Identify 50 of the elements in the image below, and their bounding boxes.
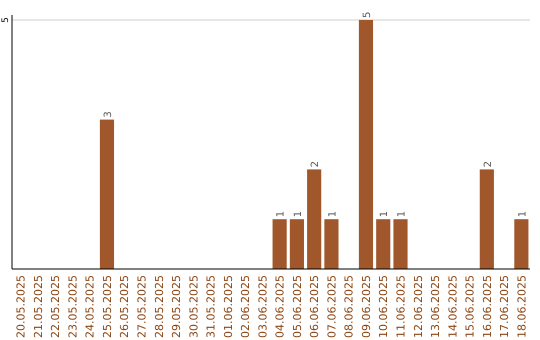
x-tick-label: 04.06.2025 [274,275,287,338]
bar [514,219,528,269]
x-tick-label: 31.05.2025 [204,275,218,338]
bar [272,219,287,269]
data-label: 5 [362,12,373,18]
data-label: 2 [482,161,494,168]
x-tick-label: 20.05.2025 [14,275,28,338]
x-tick-label: 11.06.2025 [394,275,408,338]
data-label: 1 [396,210,408,218]
x-tick-label: 24.05.2025 [84,275,97,338]
x-tick-label: 21.05.2025 [32,275,45,338]
x-tick-label: 03.06.2025 [256,275,270,338]
x-tick-label: 08.06.2025 [342,275,356,338]
x-tick-label: 07.06.2025 [325,275,338,338]
data-label: 1 [327,210,338,218]
data-label: 1 [379,210,390,218]
x-tick-label: 16.06.2025 [480,275,494,338]
x-tick-label: 27.05.2025 [136,275,148,338]
x-tick-label: 30.05.2025 [187,275,200,338]
bar [100,120,114,269]
data-label: 1 [517,210,528,218]
x-tick-label: 18.06.2025 [515,275,528,338]
bar [324,219,339,269]
x-tick-label: 22.05.2025 [49,275,62,338]
x-tick-label: 23.05.2025 [66,275,80,338]
bar [358,20,374,269]
x-tick-label: 28.05.2025 [152,275,166,338]
x-tick-label: 29.05.2025 [170,275,184,338]
bar [480,169,494,269]
data-label: 3 [102,111,114,118]
x-tick-label: 09.06.2025 [360,275,373,338]
x-tick-label: 25.05.2025 [100,275,114,338]
bar [307,169,322,269]
x-tick-label: 13.06.2025 [429,275,442,338]
x-tick-label: 02.06.2025 [239,275,252,338]
x-tick-label: 26.05.2025 [118,275,132,338]
data-label: 2 [310,161,322,168]
x-tick-label: 17.06.2025 [498,275,512,338]
x-tick-label: 10.06.2025 [377,275,390,338]
x-tick-label: 01.06.2025 [222,275,235,338]
bar [376,219,390,269]
x-tick-label: 12.06.2025 [412,275,425,338]
x-tick-label: 05.06.2025 [290,275,304,338]
x-tick-label: 14.06.2025 [446,275,460,338]
x-tick-label: 06.06.2025 [308,275,322,338]
data-label: 1 [276,210,287,218]
bar [393,219,408,269]
bar [290,219,304,269]
data-label: 1 [292,210,304,218]
x-tick-label: 15.06.2025 [464,275,477,338]
